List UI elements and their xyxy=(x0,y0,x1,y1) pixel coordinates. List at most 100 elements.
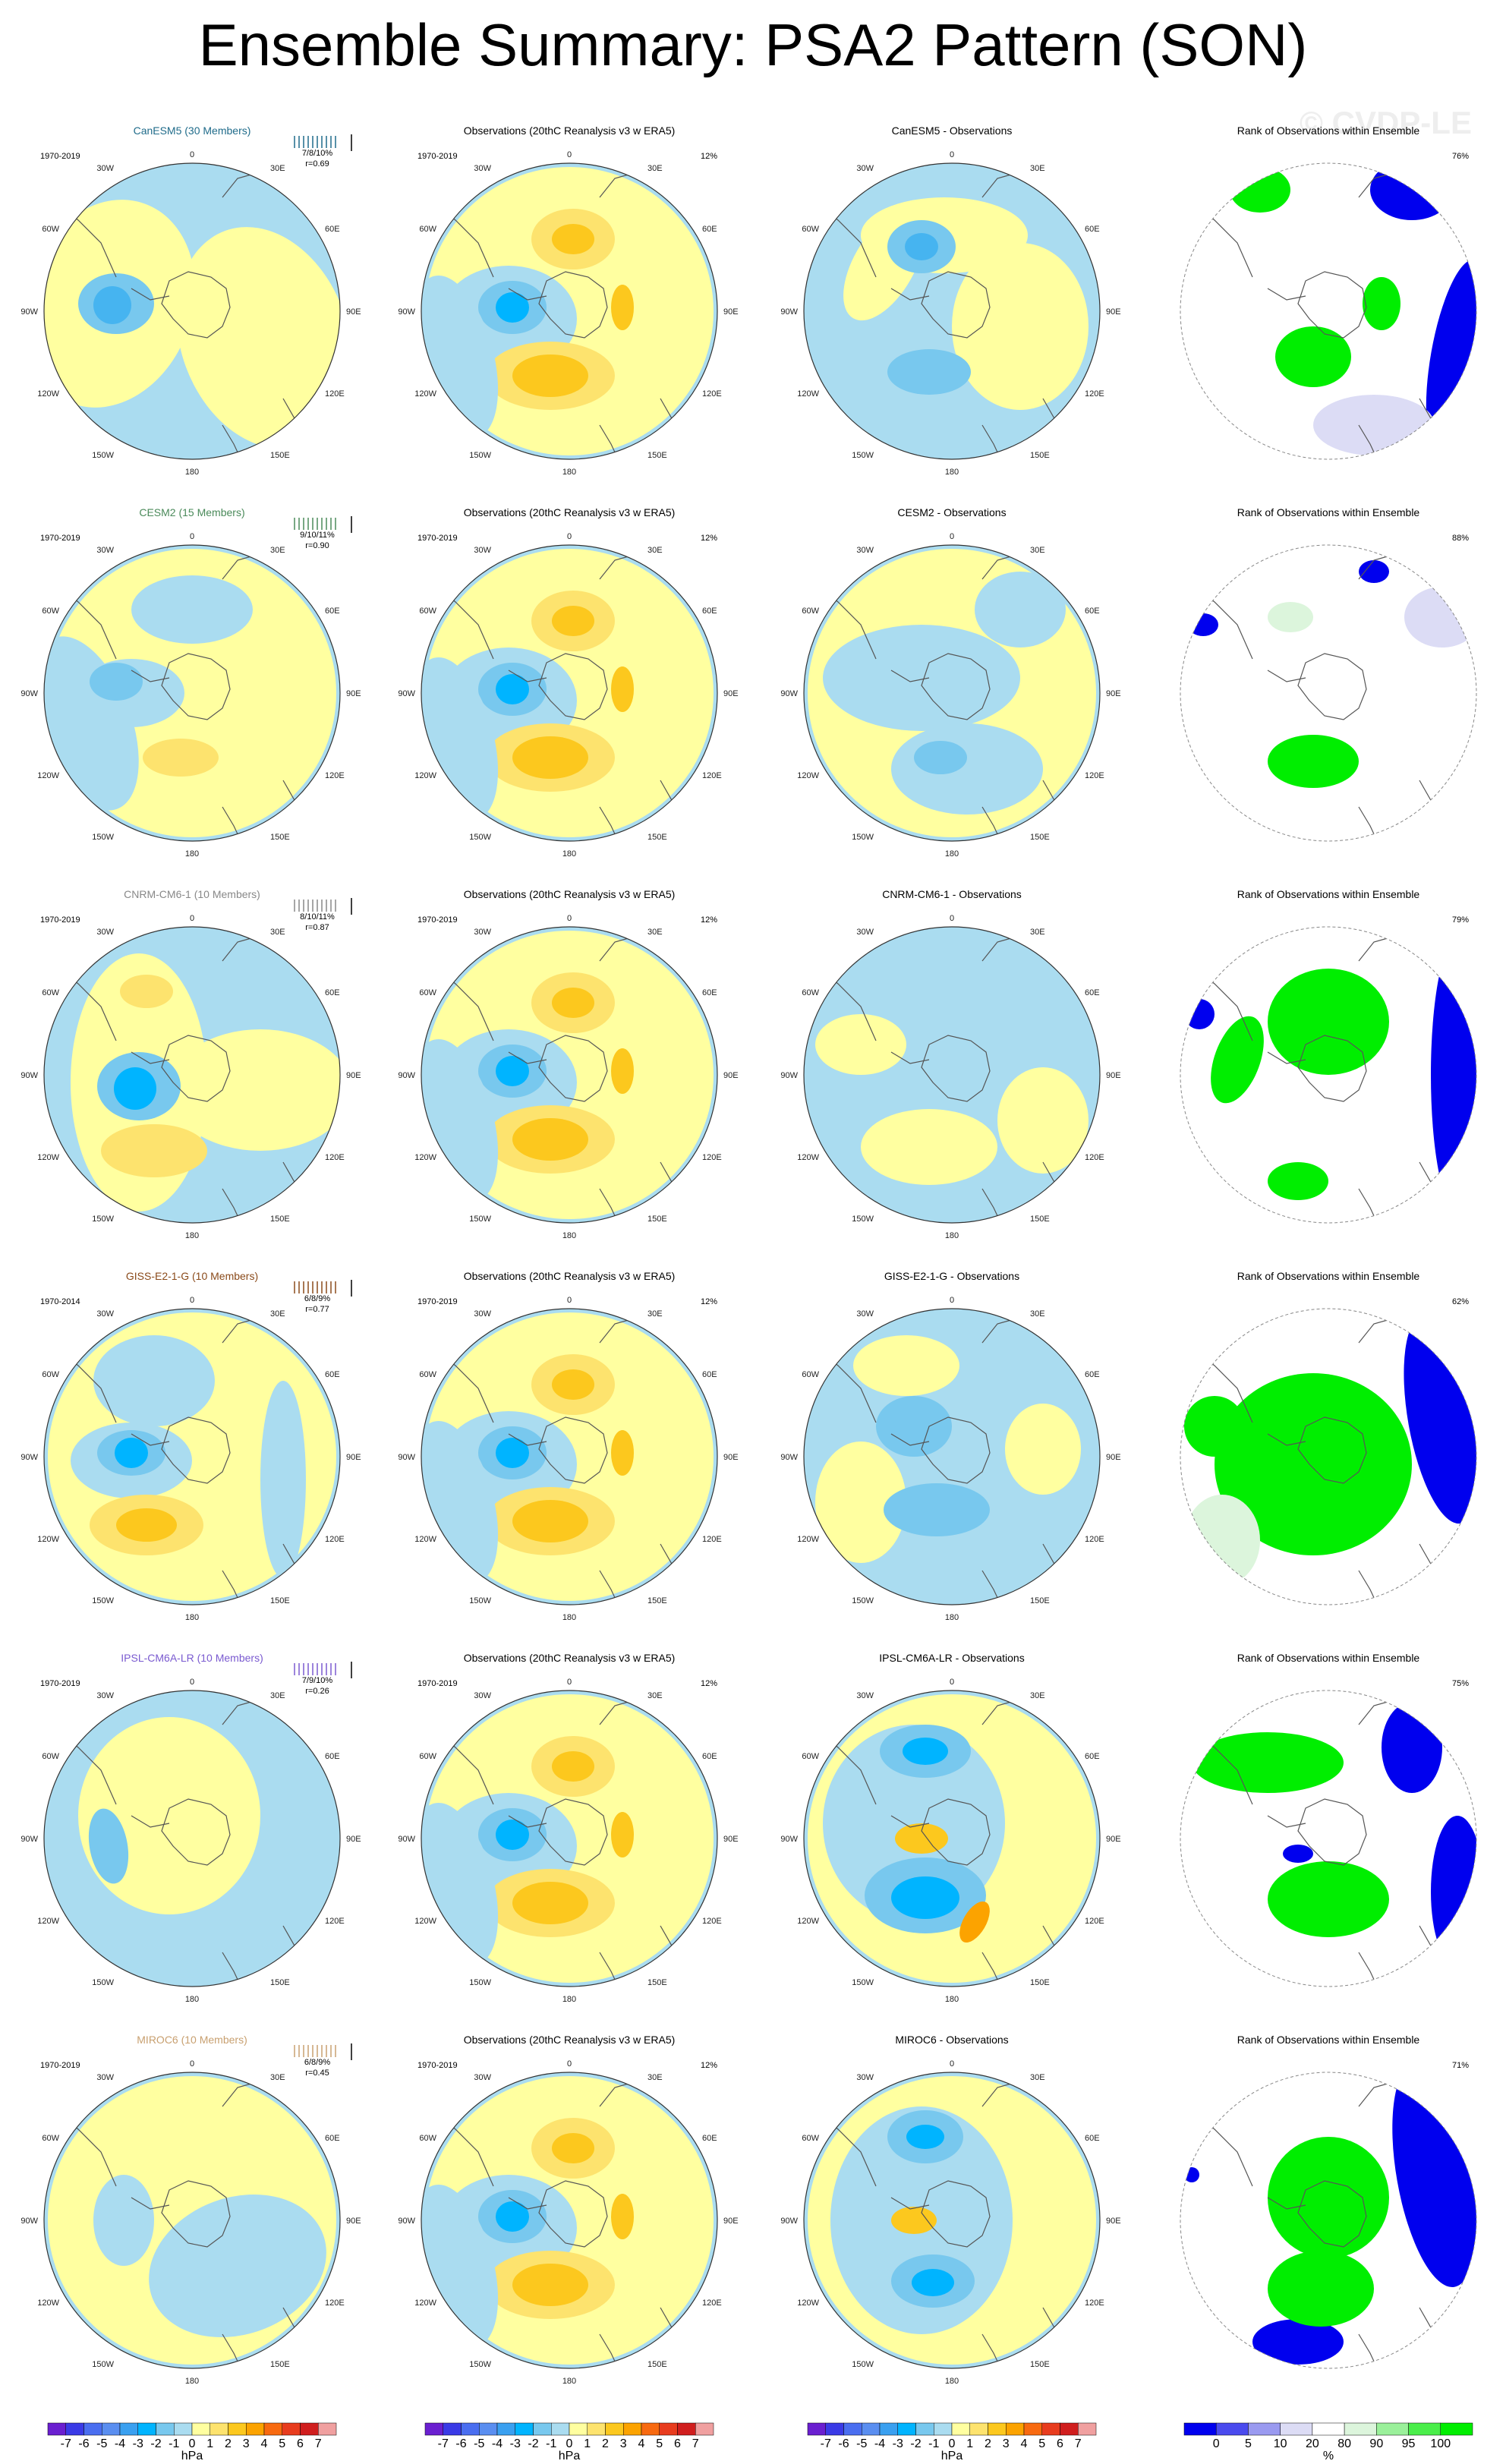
lon-label-top: 0 xyxy=(950,2059,954,2069)
lon-label-ur: 30E xyxy=(647,546,663,555)
colorbar-label: 7 xyxy=(315,2437,322,2450)
lon-label-lr: 150E xyxy=(1030,1978,1050,1987)
lon-label-r1: 60E xyxy=(702,1752,717,1761)
rank-region-rank_hi xyxy=(1268,2251,1374,2327)
contour-pos1 xyxy=(120,975,173,1008)
lon-label-r2: 90E xyxy=(1106,1071,1121,1080)
colorbar-label: 5 xyxy=(279,2437,285,2450)
antarctica-coastline xyxy=(921,1416,991,1484)
colorbar-label: -7 xyxy=(61,2437,71,2450)
antarctica-coastline xyxy=(1297,1416,1367,1484)
colorbar-swatch xyxy=(951,2422,970,2436)
contour-neg4 xyxy=(496,2201,529,2232)
antarctica-coastline xyxy=(538,1035,608,1102)
contour-neg2 xyxy=(876,1396,952,1457)
lon-label-r2: 90E xyxy=(346,1071,361,1080)
colorbar-swatch xyxy=(246,2422,265,2436)
model-correlation: r=0.77 xyxy=(305,1305,329,1314)
map-border xyxy=(421,926,718,1224)
colorbar-label: 1 xyxy=(206,2437,213,2450)
colorbar-swatch xyxy=(515,2422,534,2436)
lon-label-bottom: 180 xyxy=(185,1613,199,1622)
contour-neg1 xyxy=(93,1335,215,1426)
colorbar-swatch xyxy=(934,2422,953,2436)
colorbar-swatch xyxy=(623,2422,642,2436)
colorbar-label: 2 xyxy=(602,2437,609,2450)
contour-neg4 xyxy=(115,1438,148,1468)
lon-label-ul: 30W xyxy=(474,2073,491,2082)
colorbar-swatch xyxy=(879,2422,898,2436)
map-border xyxy=(1180,162,1477,460)
map-border xyxy=(803,162,1101,460)
colorbar-label: 100 xyxy=(1430,2437,1451,2450)
colorbar-swatch xyxy=(210,2422,228,2436)
peninsula-coastline xyxy=(131,288,170,301)
lon-label-bottom: 180 xyxy=(562,468,576,477)
contour-pos2 xyxy=(552,606,594,636)
colorbar-label: 5 xyxy=(1038,2437,1045,2450)
rank-region-rank_low xyxy=(1382,1702,1442,1793)
antarctica-coastline xyxy=(921,1035,991,1102)
rank-region-rank_mid xyxy=(1404,587,1476,648)
rank-pct: 75% xyxy=(1452,1679,1469,1688)
contour-neg1 xyxy=(823,625,1020,731)
map-border xyxy=(421,1690,718,1987)
lon-label-r2: 90E xyxy=(723,1835,739,1844)
model-panel: IPSL-CM6A-LR (10 Members) 1970-2019 7/9/10… xyxy=(20,1652,361,2004)
obs-pct: 12% xyxy=(701,1297,717,1306)
model-title: CESM2 (15 Members) xyxy=(139,506,244,518)
lon-label-top: 0 xyxy=(950,914,954,923)
lon-label-ur: 30E xyxy=(647,1691,663,1700)
colorbar-label: 7 xyxy=(1075,2437,1082,2450)
lon-label-l2: 90W xyxy=(398,2217,415,2226)
lon-label-ll: 150W xyxy=(469,1215,491,1224)
contour-neg4 xyxy=(906,2125,944,2149)
lon-label-bottom: 180 xyxy=(945,849,959,859)
lon-label-r2: 90E xyxy=(1106,2217,1121,2226)
lon-label-lr: 150E xyxy=(270,2360,290,2369)
contour-land_bg xyxy=(815,1442,906,1563)
lon-label-r1: 60E xyxy=(1085,1752,1100,1761)
obs-years: 1970-2019 xyxy=(417,2061,458,2070)
lon-label-l3: 120W xyxy=(797,389,819,399)
colorbar-label: -2 xyxy=(528,2437,538,2450)
lon-label-bottom: 180 xyxy=(185,1231,199,1240)
lon-label-r2: 90E xyxy=(1106,307,1121,317)
diff-panel: CESM2 - Observations 0 180 30W 30E 60W 60E 90W 9… xyxy=(780,506,1120,859)
lon-label-r1: 60E xyxy=(702,607,717,616)
new-zealand-coastline xyxy=(599,1570,617,1602)
colorbar-swatch xyxy=(1060,2422,1079,2436)
rank-region-rank_low xyxy=(1188,613,1218,636)
colorbar-obs: -7 -6 -5 -4 -3 -2 -1 0 1 2 3 4 5 6 7 hPa xyxy=(424,2422,714,2462)
lon-label-r3: 120E xyxy=(1085,771,1104,780)
colorbar-swatch xyxy=(825,2422,844,2436)
lon-label-l2: 90W xyxy=(780,1071,798,1080)
antarctica-coastline xyxy=(161,1416,231,1484)
colorbar-swatch xyxy=(47,2422,66,2436)
lon-label-r3: 120E xyxy=(325,2299,345,2308)
peninsula-coastline xyxy=(508,670,547,682)
map-border xyxy=(803,1308,1101,1605)
lon-label-ul: 30W xyxy=(856,164,874,173)
lon-label-ur: 30E xyxy=(270,1691,285,1700)
colorbar-label: 10 xyxy=(1274,2437,1287,2450)
lon-label-r2: 90E xyxy=(1106,1835,1121,1844)
lon-label-l1: 60W xyxy=(802,988,819,997)
new-zealand-coastline xyxy=(1358,2333,1376,2365)
lon-label-ur: 30E xyxy=(270,928,285,937)
colorbar-swatch xyxy=(102,2422,121,2436)
map-border xyxy=(1180,1690,1477,1987)
lon-label-l3: 120W xyxy=(37,771,59,780)
obs-pct: 12% xyxy=(701,1679,717,1688)
colorbar-swatch xyxy=(1280,2422,1313,2436)
contour-neg4 xyxy=(496,674,529,704)
contour-pos2 xyxy=(512,354,588,397)
lon-label-bottom: 180 xyxy=(945,1613,959,1622)
lon-label-l2: 90W xyxy=(20,1835,38,1844)
contour-neg2 xyxy=(88,1808,129,1884)
lon-label-l3: 120W xyxy=(414,1153,436,1162)
lon-label-bottom: 180 xyxy=(562,1231,576,1240)
model-stats: 9/10/11% xyxy=(300,531,335,540)
lon-label-bottom: 180 xyxy=(185,1995,199,2004)
lon-label-l1: 60W xyxy=(42,2134,59,2143)
